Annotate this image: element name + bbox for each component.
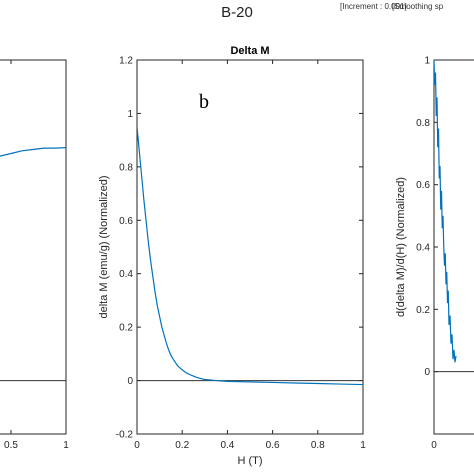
x-tick-label: 0.2 — [175, 440, 189, 451]
x-axis-label: H (T) — [237, 455, 262, 467]
axes-frame — [0, 59, 67, 435]
y-axis-label: delta M (emu/g) (Normalized) — [98, 175, 110, 318]
chart-panel-3: 0 0 0.2 0.4 0.6 0.8 1 d(delta M)/d(H) (Normaliz… — [395, 56, 474, 451]
y-tick-label: 1.2 — [119, 56, 133, 67]
x-tick-label: 0.5 — [4, 440, 18, 451]
x-tick-label: 0.4 — [220, 440, 234, 451]
y-tick-label: 0 — [127, 376, 133, 387]
y-tick-label: -0.2 — [116, 430, 134, 441]
series-line — [137, 126, 363, 386]
chart-panel-2: 0 0.2 0.4 0.6 0.8 1-0.200.20.40.60.811.2Delta… — [98, 45, 366, 467]
x-tick-label: 0 — [134, 440, 140, 451]
y-tick-label: 0.4 — [119, 269, 133, 280]
x-tick-label: 0.6 — [266, 440, 280, 451]
panel-letter: b — [199, 91, 209, 113]
chart-title: Delta M — [230, 45, 269, 57]
y-tick-label: 0.2 — [416, 305, 430, 316]
x-tick-label: 0.8 — [311, 440, 325, 451]
y-tick-label: 0.2 — [119, 323, 133, 334]
increment-label: [Increment : 0.001] — [340, 2, 407, 11]
y-tick-label: 0.6 — [416, 180, 430, 191]
y-tick-label: 1 — [127, 109, 133, 120]
smoothing-label: [Smoothing sp — [392, 2, 444, 11]
y-tick-label: 0.6 — [119, 216, 133, 227]
x-tick-label: 1 — [360, 440, 366, 451]
series-line — [434, 60, 457, 363]
figure-title: B-20 — [221, 4, 253, 21]
axes-frame — [136, 59, 364, 435]
series-line — [0, 147, 66, 157]
y-tick-label: 1 — [424, 56, 430, 67]
y-tick-label: 0.8 — [416, 118, 430, 129]
x-tick-label: 0 — [431, 440, 437, 451]
y-axis-label: d(delta M)/d(H) (Normalized) — [395, 177, 407, 317]
x-tick-label: 1 — [63, 440, 69, 451]
y-tick-label: 0 — [424, 367, 430, 378]
axes-frame — [433, 59, 474, 435]
chart-panel-1: 0.5 1 — [0, 59, 69, 451]
y-tick-label: 0.4 — [416, 243, 430, 254]
y-tick-label: 0.8 — [119, 162, 133, 173]
